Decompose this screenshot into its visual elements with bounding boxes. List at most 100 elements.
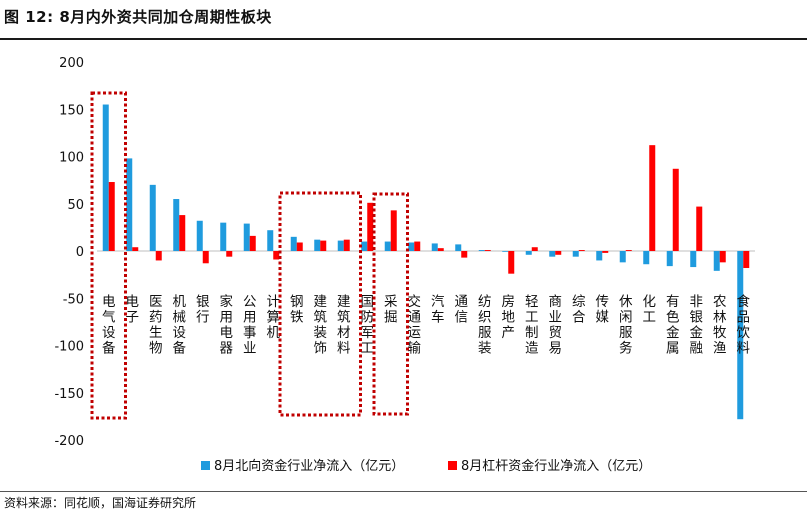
- category-label-2: 物: [149, 341, 163, 357]
- category-label-24: 金: [666, 325, 680, 341]
- category-label-19: 易: [549, 341, 563, 357]
- y-tick-label: -100: [54, 340, 84, 355]
- figure-title: 图 12: 8月内外资共同加仓周期性板块: [4, 8, 272, 26]
- category-label-20: 综: [572, 294, 586, 310]
- bar-margin-20: [578, 250, 585, 251]
- category-label-11: 工: [361, 341, 375, 357]
- bar-northbound-4: [196, 220, 203, 251]
- category-label-6: 公: [243, 294, 257, 310]
- highlight-box-1: [278, 191, 362, 417]
- category-label-9: 筑: [314, 310, 328, 326]
- bar-margin-12: [390, 210, 397, 251]
- category-label-0: 气: [102, 310, 116, 326]
- category-label-17: 产: [502, 325, 516, 341]
- bar-northbound-19: [549, 251, 556, 257]
- category-label-10: 料: [337, 341, 351, 357]
- bar-margin-21: [602, 251, 609, 253]
- category-label-19: 业: [549, 310, 563, 326]
- category-label-15: 通: [455, 294, 469, 310]
- category-label-3: 设: [173, 325, 187, 341]
- legend-label-1: 8月杠杆资金行业净流入（亿元）: [461, 458, 651, 474]
- category-label-10: 筑: [337, 310, 351, 326]
- bar-margin-2: [155, 251, 162, 261]
- y-tick-label: -50: [63, 292, 84, 307]
- highlight-box-2: [372, 192, 409, 416]
- bar-northbound-22: [619, 251, 626, 263]
- category-label-25: 融: [690, 341, 704, 357]
- bar-margin-17: [508, 251, 515, 274]
- category-label-11: 国: [361, 294, 375, 310]
- category-label-22: 务: [619, 341, 633, 357]
- bar-northbound-5: [220, 222, 227, 251]
- category-label-25: 金: [690, 325, 704, 341]
- category-label-13: 交: [408, 293, 422, 310]
- bar-northbound-2: [149, 184, 156, 251]
- category-label-2: 药: [149, 310, 163, 326]
- category-label-4: 银: [196, 294, 210, 310]
- legend-label-0: 8月北向资金行业净流入（亿元）: [214, 458, 404, 474]
- category-label-14: 车: [431, 309, 445, 326]
- bar-margin-16: [484, 250, 491, 251]
- bar-margin-19: [555, 251, 562, 255]
- bar-margin-22: [625, 250, 632, 251]
- category-label-8: 铁: [290, 310, 304, 326]
- y-tick-label: 100: [59, 151, 84, 166]
- category-label-21: 传: [596, 294, 610, 310]
- category-label-19: 商: [549, 294, 563, 310]
- bar-northbound-9: [314, 239, 321, 251]
- category-label-6: 事: [243, 325, 257, 341]
- bar-margin-1: [132, 247, 139, 251]
- category-label-18: 造: [525, 341, 539, 357]
- category-label-20: 合: [572, 310, 586, 326]
- bar-margin-18: [531, 247, 538, 251]
- category-label-5: 电: [220, 325, 234, 341]
- bar-northbound-0: [102, 104, 109, 252]
- bar-northbound-26: [713, 251, 720, 271]
- bar-northbound-27: [737, 251, 744, 420]
- bar-margin-26: [719, 251, 726, 263]
- bar-margin-14: [437, 248, 444, 251]
- y-tick-label: 200: [59, 56, 84, 71]
- bar-margin-5: [226, 251, 233, 257]
- bar-margin-11: [367, 202, 374, 251]
- y-tick-label: -200: [54, 434, 84, 449]
- bar-northbound-18: [525, 251, 532, 255]
- category-label-7: 算: [267, 310, 281, 326]
- bar-northbound-1: [126, 158, 133, 251]
- bar-margin-25: [696, 206, 703, 251]
- bar-northbound-15: [455, 244, 462, 251]
- category-label-26: 林: [713, 310, 727, 326]
- category-label-27: 食: [737, 293, 751, 310]
- y-tick-label: 0: [76, 245, 84, 260]
- source-note: 资料来源：同花顺，国海证券研究所: [4, 496, 197, 510]
- category-label-9: 饰: [314, 341, 328, 357]
- bar-northbound-21: [596, 251, 603, 261]
- category-label-17: 地: [502, 310, 516, 326]
- category-label-16: 织: [478, 310, 492, 326]
- bar-northbound-23: [643, 251, 650, 265]
- bar-northbound-3: [173, 199, 180, 251]
- title-rule: [0, 38, 807, 40]
- category-label-0: 备: [102, 340, 116, 357]
- bar-northbound-25: [690, 251, 697, 268]
- category-label-12: 掘: [384, 310, 398, 326]
- category-label-18: 轻: [525, 294, 539, 310]
- category-label-0: 设: [102, 325, 116, 341]
- bar-northbound-7: [267, 230, 274, 251]
- highlight-box-0: [90, 91, 127, 420]
- category-label-19: 贸: [549, 325, 563, 341]
- category-label-5: 用: [220, 310, 234, 326]
- category-label-8: 钢: [290, 294, 304, 310]
- category-label-16: 服: [478, 325, 492, 341]
- category-label-6: 业: [243, 341, 257, 357]
- bar-northbound-13: [408, 242, 415, 251]
- category-label-27: 品: [737, 310, 751, 326]
- bar-northbound-12: [384, 241, 391, 251]
- bar-margin-13: [414, 241, 421, 251]
- bar-margin-9: [320, 240, 327, 251]
- category-label-22: 休: [619, 294, 633, 310]
- category-label-22: 服: [619, 325, 633, 341]
- category-label-9: 装: [314, 325, 328, 341]
- bar-margin-23: [649, 145, 656, 251]
